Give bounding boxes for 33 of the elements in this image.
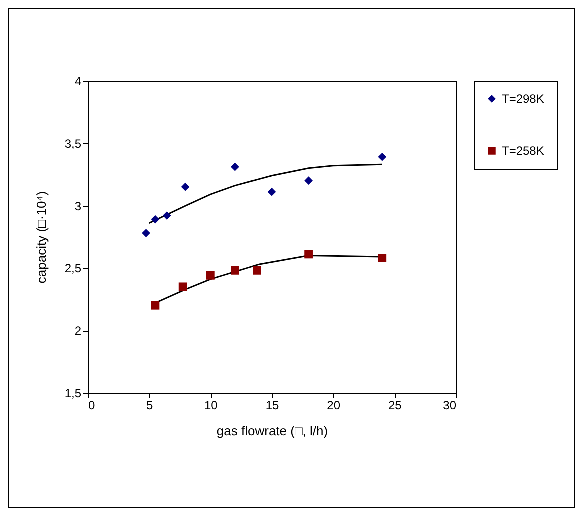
x-tick-label: 10	[204, 398, 218, 412]
y-tick-label: 3,5	[64, 136, 82, 151]
point	[253, 266, 262, 275]
point	[178, 282, 188, 292]
point	[181, 182, 190, 192]
x-tick-label: 0	[88, 398, 96, 412]
line-series	[148, 164, 384, 224]
x-axis-title: gas flowrate (□, l/h)	[216, 424, 328, 438]
point	[206, 272, 215, 280]
y-axis-title: capacity (□·10⁴)	[34, 191, 49, 284]
x-tick-label: 20	[327, 398, 341, 412]
point	[304, 250, 313, 259]
point	[378, 152, 387, 162]
y-tick-label: 1,5	[64, 386, 82, 400]
point	[142, 229, 150, 238]
y-tick-label: 3	[74, 199, 82, 214]
x-tick-label: 5	[146, 398, 154, 412]
point	[151, 215, 160, 224]
y-tick-label: 2	[74, 324, 82, 338]
legend-label: T=298K	[502, 92, 544, 106]
point	[231, 266, 240, 275]
legend-label: T=258K	[502, 144, 544, 158]
x-tick-label: 25	[388, 398, 402, 412]
point	[151, 301, 160, 310]
point	[378, 254, 387, 262]
x-tick-label: 30	[443, 398, 457, 412]
x-tick-label: 15	[266, 398, 280, 412]
point	[268, 188, 276, 196]
point	[231, 162, 240, 172]
point	[304, 176, 313, 186]
y-tick-label: 4	[74, 74, 82, 88]
point	[162, 212, 172, 220]
y-tick-label: 2,5	[64, 262, 82, 276]
